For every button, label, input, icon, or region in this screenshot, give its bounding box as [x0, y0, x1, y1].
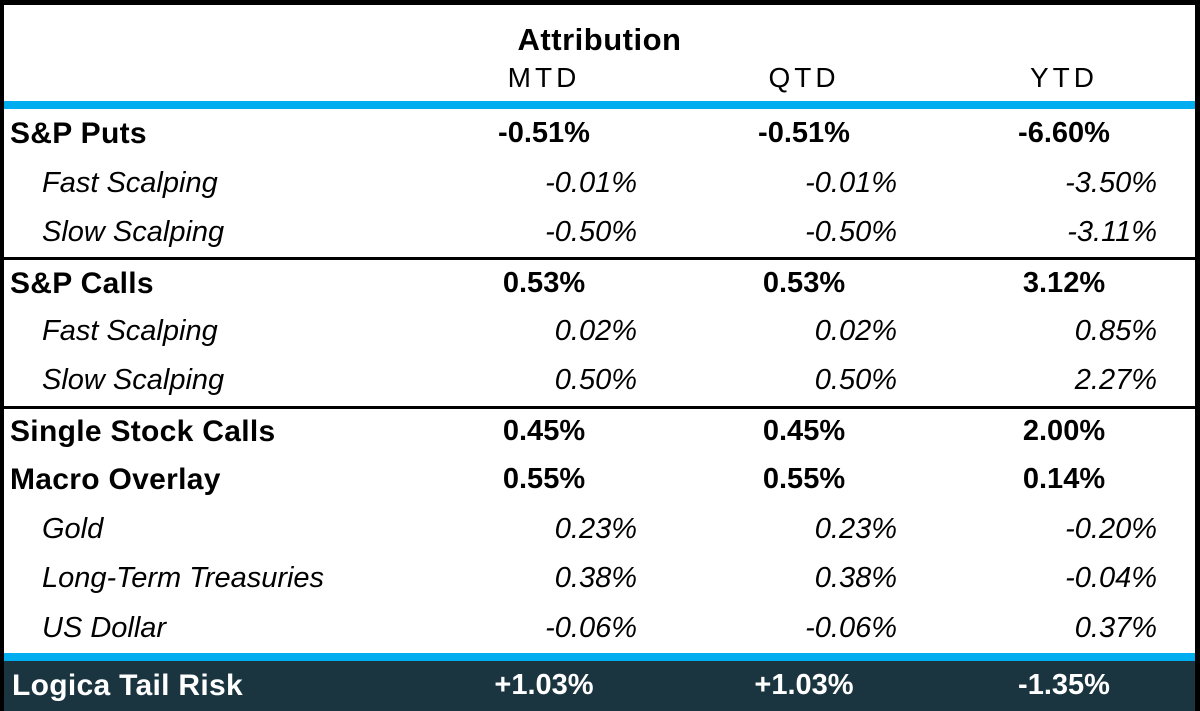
table-row: Slow Scalping -0.50% -0.50% -3.11% [4, 208, 1195, 257]
row-label: Macro Overlay [10, 462, 221, 496]
value-cell-mtd: -0.50% [545, 216, 637, 249]
row-label: Long-Term Treasuries [42, 562, 325, 595]
value-cell-ytd: -0.20% [1065, 512, 1157, 545]
value-cell-qtd: 0.02% [814, 314, 897, 347]
total-row: Logica Tail Risk +1.03% +1.03% -1.35% [4, 660, 1195, 711]
value-cell-mtd: -0.01% [545, 166, 637, 199]
table-row: Long-Term Treasuries 0.38% 0.38% -0.04% [4, 554, 1195, 603]
value-cell-qtd: -0.50% [805, 216, 897, 249]
value-cell-ytd: 2.00% [1022, 415, 1106, 448]
value-cell-mtd: -0.06% [545, 611, 637, 644]
table-row: Slow Scalping 0.50% 0.50% 2.27% [4, 356, 1195, 405]
value-cell-ytd: -3.11% [1067, 216, 1157, 249]
value-cell-ytd: 0.85% [1074, 314, 1157, 347]
value-cell-ytd: 0.14% [1022, 463, 1106, 496]
total-value-mtd: +1.03% [494, 669, 594, 702]
total-value-ytd: -1.35% [1018, 669, 1110, 702]
column-header-mtd: MTD [507, 62, 581, 93]
row-label: S&P Puts [10, 116, 147, 150]
value-cell-qtd: -0.06% [805, 611, 897, 644]
value-cell-qtd: 0.55% [762, 463, 846, 496]
value-cell-ytd: 2.27% [1074, 364, 1157, 397]
table-row: Single Stock Calls 0.45% 0.45% 2.00% [4, 405, 1195, 455]
row-label: US Dollar [42, 611, 167, 644]
total-row-label: Logica Tail Risk [12, 668, 243, 702]
table-row: S&P Puts -0.51% -0.51% -6.60% [4, 109, 1195, 158]
table-title: Attribution [517, 22, 682, 57]
total-value-qtd: +1.03% [754, 669, 854, 702]
value-cell-qtd: 0.53% [762, 267, 846, 300]
value-cell-ytd: 0.37% [1074, 611, 1157, 644]
value-cell-ytd: -6.60% [1018, 117, 1110, 150]
row-label: Gold [42, 512, 104, 545]
column-header-ytd: YTD [1030, 62, 1098, 93]
table-row: US Dollar -0.06% -0.06% 0.37% [4, 603, 1195, 652]
column-header-qtd: QTD [768, 62, 840, 93]
row-label: S&P Calls [10, 266, 154, 300]
value-cell-qtd: 0.38% [814, 562, 897, 595]
row-label: Single Stock Calls [10, 414, 276, 448]
value-cell-mtd: 0.55% [502, 463, 586, 496]
value-cell-qtd: -0.01% [805, 166, 897, 199]
row-label: Fast Scalping [42, 166, 218, 199]
value-cell-ytd: 3.12% [1022, 267, 1106, 300]
header-accent-rule [4, 101, 1195, 109]
table-header: Attribution [4, 5, 1195, 55]
value-cell-mtd: 0.02% [554, 314, 637, 347]
value-cell-ytd: -0.04% [1065, 562, 1157, 595]
value-cell-qtd: 0.45% [762, 415, 846, 448]
table-row: S&P Calls 0.53% 0.53% 3.12% [4, 257, 1195, 306]
table-row: Fast Scalping -0.01% -0.01% -3.50% [4, 158, 1195, 207]
row-label: Slow Scalping [42, 364, 225, 397]
row-label: Fast Scalping [42, 314, 218, 347]
value-cell-mtd: 0.45% [502, 415, 586, 448]
value-cell-mtd: 0.53% [502, 267, 586, 300]
value-cell-qtd: 0.50% [814, 364, 897, 397]
table-row: Fast Scalping 0.02% 0.02% 0.85% [4, 307, 1195, 356]
value-cell-ytd: -3.50% [1065, 166, 1157, 199]
value-cell-mtd: 0.50% [554, 364, 637, 397]
value-cell-mtd: 0.23% [554, 512, 637, 545]
table-row: Gold 0.23% 0.23% -0.20% [4, 505, 1195, 554]
value-cell-qtd: -0.51% [758, 117, 850, 150]
footer-accent-rule [4, 652, 1195, 661]
table-row: Macro Overlay 0.55% 0.55% 0.14% [4, 455, 1195, 504]
column-header-row: MTD QTD YTD [4, 55, 1195, 101]
value-cell-mtd: -0.51% [498, 117, 590, 150]
row-label: Slow Scalping [42, 216, 225, 249]
value-cell-qtd: 0.23% [814, 512, 897, 545]
table-body: S&P Puts -0.51% -0.51% -6.60% Fast Scalp… [4, 109, 1195, 653]
value-cell-mtd: 0.38% [554, 562, 637, 595]
